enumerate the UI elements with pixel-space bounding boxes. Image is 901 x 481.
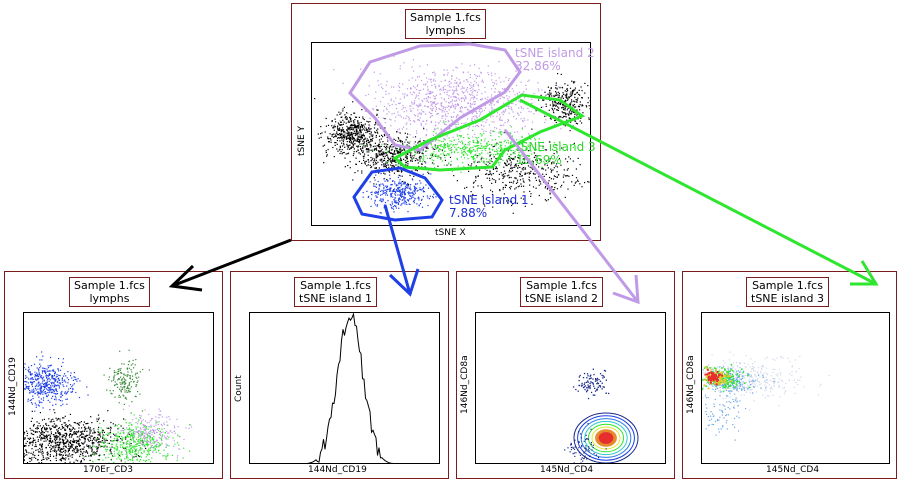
island1-x-axis-label: 144Nd_CD19 — [308, 465, 367, 475]
tsne-y-axis-label: tSNE Y — [297, 125, 307, 156]
island2-y-axis-label: 146Nd_CD8a — [460, 355, 470, 414]
density-peak — [704, 368, 723, 386]
island3-x-axis-label: 145Nd_CD4 — [766, 465, 820, 475]
lymphs-title-sample: Sample 1.fcs — [74, 279, 145, 292]
contour-ring — [598, 432, 614, 444]
histogram-curve — [306, 313, 394, 463]
lymphs-x-axis-label: 170Er_CD3 — [83, 465, 134, 475]
island3-plot-area[interactable] — [701, 312, 890, 464]
dot-population-green-upper — [103, 349, 150, 414]
gate-label-island3[interactable]: tSNE island 3 15.69% — [516, 141, 596, 167]
island1-y-axis-label: Count — [234, 375, 244, 402]
contour-outlier-cluster — [572, 368, 610, 400]
gate-label-island1[interactable]: tSNE island 1 7.88% — [449, 194, 529, 220]
island3-title-sample: Sample 1.fcs — [752, 279, 823, 292]
gate-island1-percent: 7.88% — [449, 206, 488, 220]
gate-island2-name: tSNE island 2 — [515, 46, 595, 60]
island2-title-gate: tSNE island 2 — [525, 292, 599, 305]
island1-title-sample: Sample 1.fcs — [300, 279, 371, 292]
contour-ring — [573, 412, 639, 463]
island3-title-gate: tSNE island 3 — [751, 292, 825, 305]
dot-population-black — [24, 409, 147, 463]
island2-title-sample: Sample 1.fcs — [526, 279, 597, 292]
lymphs-y-axis-label: 144Nd_CD19 — [8, 357, 18, 416]
contour-outer-points — [564, 423, 607, 463]
island3-panel-title: Sample 1.fcs tSNE island 3 — [746, 277, 830, 307]
dot-population-island2 — [92, 405, 193, 459]
island3-density-panel[interactable]: Sample 1.fcs tSNE island 3 146Nd_CD8a 14… — [682, 271, 897, 479]
contour-ring — [587, 423, 625, 453]
tsne-cluster-island1 — [360, 162, 437, 214]
cd4-cd8a-contour — [564, 368, 639, 463]
dot-population-island3 — [83, 414, 191, 463]
island2-plot-area[interactable] — [475, 312, 666, 464]
island3-y-axis-label: 146Nd_CD8a — [686, 355, 696, 414]
island1-histogram-panel[interactable]: Sample 1.fcs tSNE island 1 Count 144Nd_C… — [230, 271, 449, 479]
island1-panel-title: Sample 1.fcs tSNE island 1 — [294, 277, 378, 307]
tsne-plot-title: Sample 1.fcs lymphs — [405, 9, 486, 39]
lymphs-dotplot-panel[interactable]: Sample 1.fcs lymphs 144Nd_CD19 170Er_CD3 — [4, 271, 223, 479]
tsne-cluster-black-upper-right — [535, 73, 590, 132]
gate-island2-percent: 32.86% — [515, 59, 561, 73]
contour-ring — [584, 420, 628, 456]
island1-plot-area[interactable] — [249, 312, 440, 464]
lymphs-plot-area[interactable] — [23, 312, 214, 464]
tsne-x-axis-label: tSNE X — [435, 228, 466, 238]
tsne-title-gate: lymphs — [425, 24, 466, 37]
lymphs-panel-title: Sample 1.fcs lymphs — [69, 277, 150, 307]
density-tail — [705, 382, 747, 441]
cd19-histogram — [306, 313, 394, 463]
gate-island3-percent: 15.69% — [516, 153, 562, 167]
cd3-cd19-dotplot — [24, 349, 193, 463]
cd4-cd8a-density — [702, 351, 830, 441]
lymphs-title-gate: lymphs — [89, 292, 130, 305]
island1-title-gate: tSNE island 1 — [299, 292, 373, 305]
island2-contour-panel[interactable]: Sample 1.fcs tSNE island 2 146Nd_CD8a 14… — [456, 271, 675, 479]
island2-panel-title: Sample 1.fcs tSNE island 2 — [520, 277, 604, 307]
dot-population-bcells — [24, 351, 89, 412]
tsne-plot-panel[interactable]: Sample 1.fcs lymphs tSNE Y tSNE X — [291, 3, 601, 241]
tsne-title-sample: Sample 1.fcs — [410, 11, 481, 24]
gate-label-island2[interactable]: tSNE island 2 32.86% — [515, 47, 595, 73]
island2-x-axis-label: 145Nd_CD4 — [540, 465, 594, 475]
contour-ring — [577, 415, 635, 461]
